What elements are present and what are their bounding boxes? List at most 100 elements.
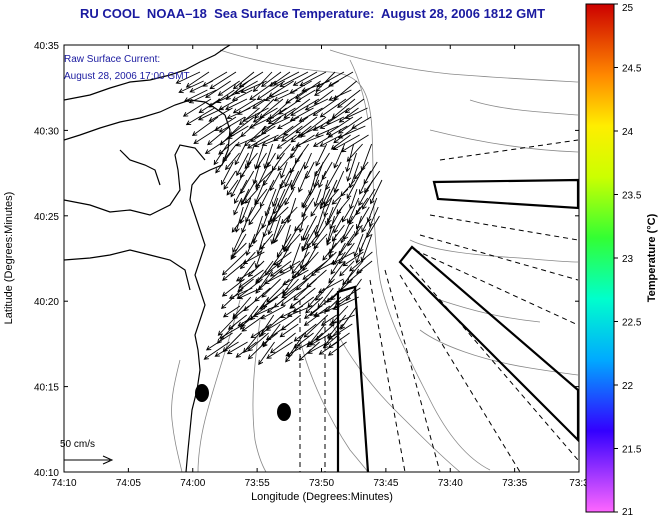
current-vector [354,161,369,180]
current-vector [207,125,231,146]
current-vector [333,215,344,234]
bathymetry-contours [171,49,579,472]
current-vector [319,134,342,147]
current-vector [227,314,248,330]
current-vector [252,71,273,93]
current-vector [295,134,324,147]
current-vector [233,197,243,216]
current-vector [276,116,300,130]
current-vector [232,71,255,90]
x-tick-label: 73:3 [569,478,589,489]
current-vector [185,71,210,88]
current-vector [328,89,352,101]
current-vector [261,71,282,88]
current-vector [355,197,369,216]
mooring-marker-2 [277,403,291,421]
current-vector [235,134,261,147]
current-vector [292,71,318,86]
y-axis: 40:35 40:30 40:25 40:20 40:15 40:10 [34,41,579,479]
current-vector [361,215,371,233]
current-vector [242,107,269,122]
current-vector [225,98,248,110]
y-tick-label: 40:30 [34,126,59,137]
current-vector [290,143,300,159]
current-vector [231,215,245,233]
current-vector [260,314,284,336]
current-vector [215,152,231,174]
colorbar-tick-label: 24 [622,127,634,138]
current-vector [303,314,329,338]
current-vector [313,188,322,208]
current-vector [222,143,237,163]
current-vector [258,341,275,366]
current-vector [337,89,361,108]
y-tick-label: 40:10 [34,468,59,479]
current-vector [319,116,345,129]
current-vector [279,323,299,338]
current-vector [249,116,273,129]
current-vector [226,107,251,120]
colorbar-tick-label: 23.5 [622,191,642,202]
current-vector [240,170,255,195]
scale-arrow [64,455,114,465]
current-vector [354,215,362,237]
current-vector [303,305,322,319]
current-vector [247,341,266,360]
current-vector [296,125,321,138]
current-vector [277,152,294,172]
surface-current-vectors [175,71,383,366]
current-vector [293,323,317,342]
current-vector [182,98,212,117]
x-axis: 74:10 74:05 74:00 73:55 73:50 73:45 73:40 73:35… [51,45,589,489]
current-vector [283,98,311,119]
current-vector [221,251,247,276]
current-vector [240,188,250,206]
current-vector [256,80,285,101]
current-vector [362,188,376,210]
current-vector [208,89,235,108]
current-vector [303,152,312,170]
current-vector [256,233,265,256]
current-vector [218,323,245,339]
current-vector [328,233,337,259]
current-vector [330,251,346,275]
current-vector [346,152,357,182]
current-vector [331,188,349,205]
current-vector [237,287,262,300]
current-vector [332,134,360,151]
current-vector [281,278,308,299]
current-vector [250,323,272,339]
current-vector [217,314,239,336]
current-vector [303,314,320,326]
current-vector [241,314,266,332]
current-vector [220,161,234,186]
x-tick-label: 73:40 [438,478,463,489]
current-vector [298,170,309,193]
current-vector [313,233,328,249]
x-tick-label: 73:35 [502,478,527,489]
colorbar-ticks: 25 24.5 24 23.5 23 22.5 22 21.5 21 [614,3,642,518]
current-vector [235,269,255,282]
current-vector [255,170,273,188]
current-vector [204,134,234,154]
map-title: RU COOL NOAA–18 Sea Surface Temperature:… [80,6,546,21]
current-vector [272,206,289,223]
x-tick-label: 74:00 [180,478,205,489]
current-vector [323,197,333,218]
current-vector [319,188,331,210]
current-vector [226,341,248,355]
current-vector [296,269,318,291]
colorbar-tick-label: 21.5 [622,445,642,456]
current-vector [312,116,336,131]
current-vector [341,206,352,223]
current-vector [302,260,328,280]
current-vector [312,134,333,147]
current-vector [331,224,345,242]
current-vector [234,143,247,166]
current-vector [214,341,239,357]
study-area-boxes [336,178,579,472]
current-vector [304,98,329,111]
current-vector [305,296,324,314]
transect-lines [299,139,579,472]
current-vector [318,341,338,355]
